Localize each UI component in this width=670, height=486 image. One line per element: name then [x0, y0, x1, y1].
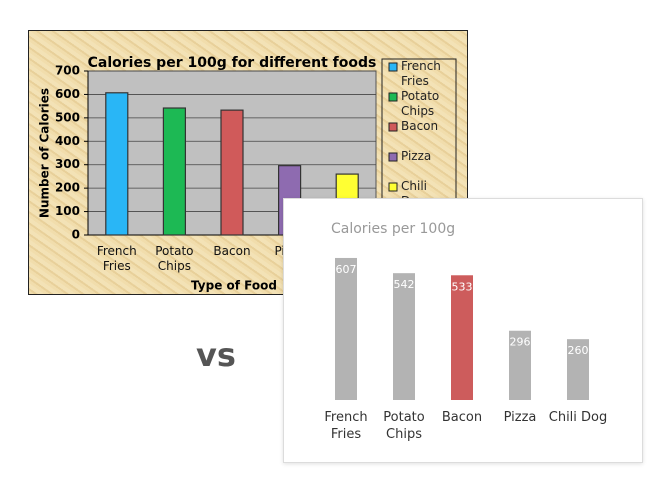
x-tick-label: Bacon — [441, 410, 483, 425]
bar — [451, 275, 473, 400]
bar — [162, 107, 186, 236]
legend-swatch — [388, 152, 398, 162]
old-chart-svg: 0 100 200 300 400 500 600 700 Calories per 100g … — [38, 55, 457, 293]
value-label: 533 — [452, 280, 473, 293]
separator: vs — [196, 336, 236, 374]
y-tick-label: 200 — [55, 181, 80, 195]
bar — [509, 330, 531, 400]
x-tick-label: Potato Chips — [383, 410, 425, 442]
value-label: 607 — [336, 263, 357, 276]
chart-title: Calories per 100g for different foods — [88, 55, 377, 71]
value-label: 296 — [510, 336, 531, 349]
new-chart: Calories per 100g 607 542 533 296 260 French … — [283, 198, 643, 463]
new-chart-svg: Calories per 100g 607 542 533 296 260 — [331, 221, 589, 400]
x-tick-label: Pizza — [503, 410, 537, 425]
x-tick-label: Potato Chips — [155, 244, 194, 273]
legend-label: Potato Chips — [401, 89, 440, 118]
y-tick-label: 700 — [55, 64, 80, 78]
value-label: 260 — [568, 344, 589, 357]
legend-swatch — [388, 92, 398, 102]
legend-label: Bacon — [401, 119, 439, 133]
legend-label: Pizza — [401, 149, 432, 163]
legend-label: French Fries — [401, 59, 441, 88]
y-tick-label: 100 — [55, 204, 80, 218]
y-tick-label: 400 — [55, 134, 80, 148]
x-tick-label: French Fries — [96, 244, 137, 273]
x-axis-title: Type of Food — [191, 279, 277, 293]
x-tick-label: French Fries — [324, 410, 368, 442]
bar — [105, 92, 129, 236]
y-tick-label: 300 — [55, 157, 80, 171]
value-label: 542 — [394, 278, 415, 291]
y-axis-title: Number of Calories — [38, 88, 52, 218]
legend-swatch — [388, 62, 398, 72]
legend-swatch — [388, 122, 398, 132]
bar — [335, 257, 357, 400]
legend-swatch — [388, 182, 398, 192]
bar — [220, 109, 244, 236]
y-tick-label: 500 — [55, 110, 80, 124]
x-tick-label: Chili Dog — [548, 410, 608, 425]
chart-title: Calories per 100g — [331, 221, 455, 237]
y-tick-label: 0 — [72, 228, 80, 242]
old-chart: 0 100 200 300 400 500 600 700 Calories per 100g … — [28, 30, 468, 295]
bar — [567, 339, 589, 400]
bar — [393, 273, 415, 400]
y-tick-label: 600 — [55, 87, 80, 101]
x-tick-label: Bacon — [213, 244, 251, 258]
